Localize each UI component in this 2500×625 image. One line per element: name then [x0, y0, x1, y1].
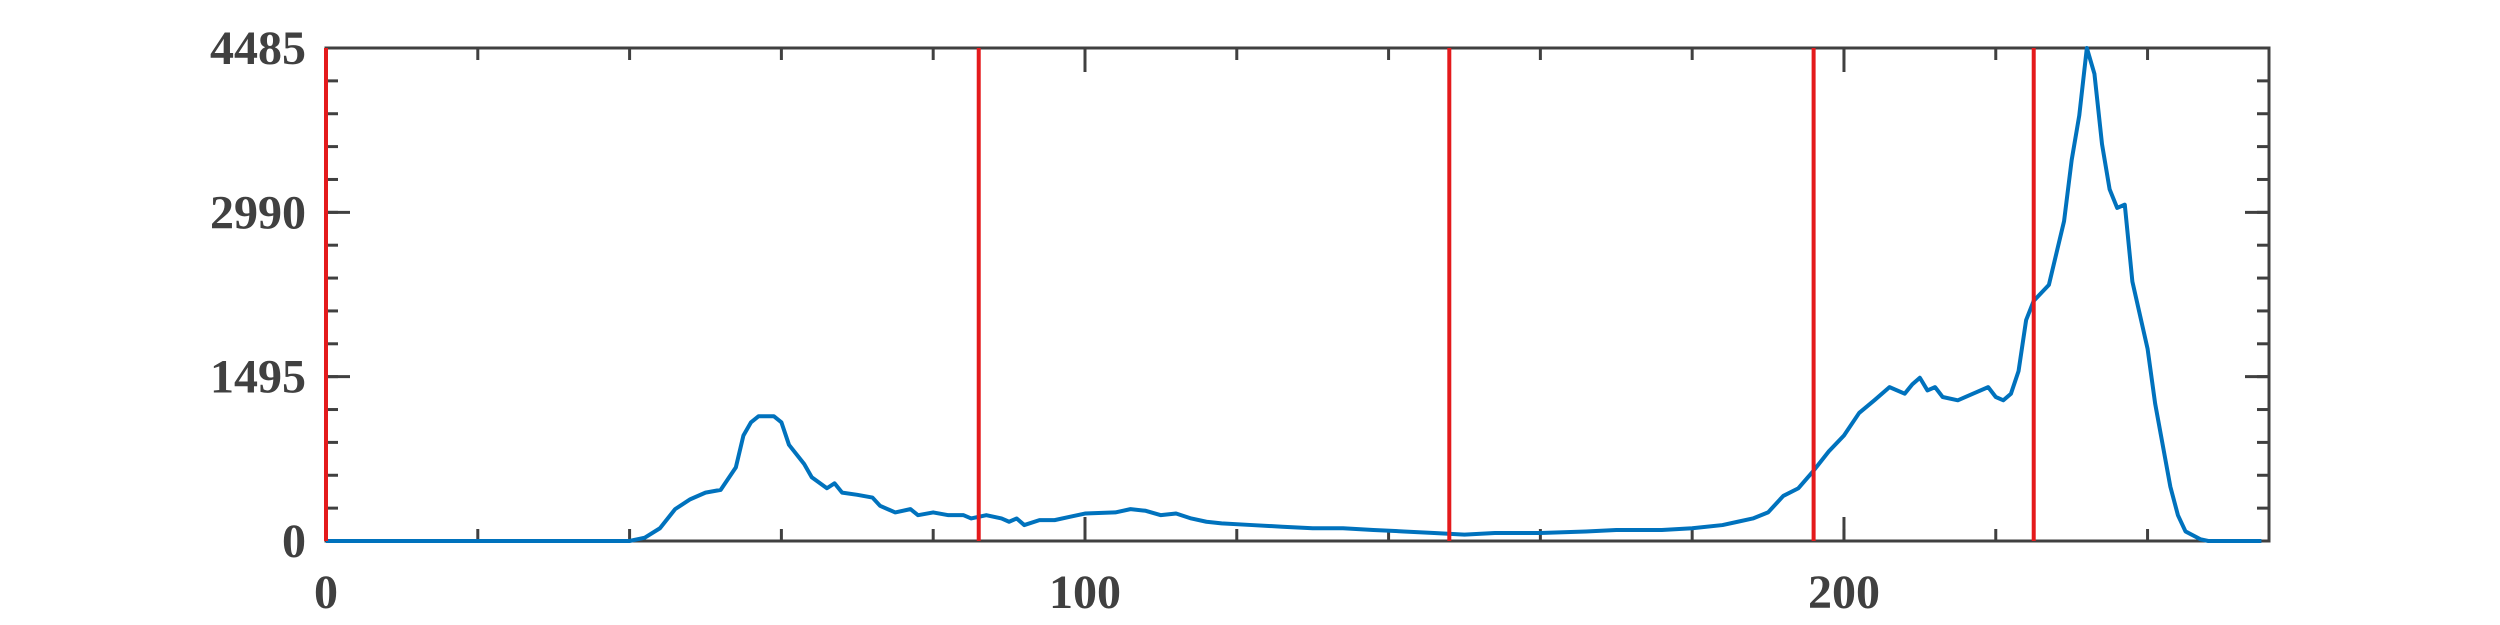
y-tick-label: 2990 [210, 186, 306, 239]
plot-frame [324, 46, 2271, 543]
y-tick-label: 0 [282, 515, 306, 568]
y-tick-label: 4485 [210, 22, 306, 75]
x-tick-label: 0 [314, 566, 338, 619]
y-tick-label: 1495 [210, 351, 306, 404]
x-tick-label: 200 [1808, 566, 1880, 619]
data-line [326, 46, 2262, 543]
x-tick-label: 100 [1049, 566, 1121, 619]
